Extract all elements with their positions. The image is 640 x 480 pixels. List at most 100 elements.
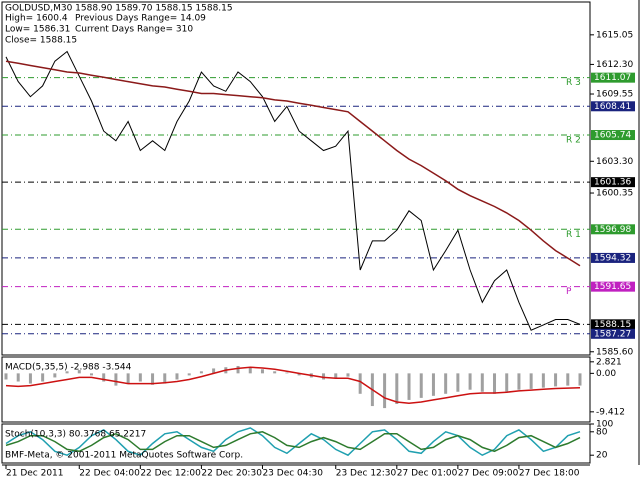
level-tag	[591, 281, 635, 292]
y-tick-label: 2.821	[596, 357, 622, 367]
histogram-bar	[53, 373, 57, 378]
histogram-bar	[505, 373, 509, 392]
histogram-bar	[493, 373, 497, 394]
histogram-bar	[297, 373, 301, 376]
info-text: Close= 1588.15	[5, 36, 77, 46]
histogram-bar	[480, 373, 484, 392]
y-tick-label: 1600.35	[596, 189, 633, 199]
level-label: 1591.65	[594, 282, 631, 292]
histogram-bar	[383, 373, 387, 409]
series-line	[5, 366, 581, 404]
histogram-bar	[151, 373, 155, 385]
histogram-bar	[77, 370, 81, 374]
pivot-label: R 1	[566, 230, 581, 240]
level-tag	[591, 101, 635, 112]
histogram-bar	[566, 373, 570, 386]
level-label: 1608.41	[594, 102, 631, 112]
x-tick-label: 27 Dec 18:00	[519, 469, 580, 479]
level-label: 1594.32	[594, 253, 631, 263]
series-line	[5, 50, 581, 331]
info-text: Previous Days Range= 14.09	[75, 14, 206, 24]
y-tick-label: 1603.30	[596, 157, 633, 167]
pivot-label: R 3	[566, 78, 581, 88]
indicator-title: Stoch(10,3,3) 80.3768 65.2217	[5, 430, 146, 440]
x-tick-label: 27 Dec 01:00	[397, 469, 458, 479]
level-label: 1601.36	[594, 178, 631, 188]
histogram-bar	[260, 369, 264, 374]
pivot-label: P	[566, 287, 572, 297]
x-tick-label: 27 Dec 09:00	[458, 469, 519, 479]
histogram-bar	[175, 373, 179, 380]
histogram-bar	[517, 373, 521, 390]
histogram-bar	[16, 373, 20, 382]
histogram-bar	[444, 373, 448, 394]
histogram-bar	[578, 373, 582, 386]
histogram-bar	[468, 373, 472, 390]
y-tick-label: 1609.55	[596, 90, 633, 100]
info-text: Current Days Range= 310	[75, 25, 193, 35]
level-tag	[591, 319, 635, 330]
histogram-bar	[187, 373, 191, 376]
series-line	[5, 431, 581, 453]
histogram-bar	[431, 373, 435, 396]
y-tick-label: 80	[596, 427, 608, 437]
histogram-bar	[395, 373, 399, 405]
level-tag	[591, 177, 635, 188]
y-tick-label: 20	[596, 451, 608, 461]
histogram-bar	[4, 373, 8, 380]
histogram-bar	[407, 373, 411, 400]
level-label: 1596.98	[594, 225, 631, 235]
y-tick-label: -9.412	[596, 407, 625, 417]
y-tick-label: 1612.30	[596, 60, 633, 70]
histogram-bar	[41, 373, 45, 382]
x-tick-label: 22 Dec 04:00	[79, 469, 140, 479]
histogram-bar	[65, 371, 69, 374]
level-tag	[591, 328, 635, 339]
histogram-bar	[248, 367, 252, 374]
level-tag	[591, 72, 635, 83]
series-line	[5, 60, 581, 267]
histogram-bar	[212, 368, 216, 374]
histogram-bar	[346, 373, 350, 377]
y-tick-label: 100	[596, 420, 613, 430]
histogram-bar	[358, 373, 362, 394]
level-label: 1605.74	[594, 131, 631, 141]
x-tick-label: 23 Dec 04:30	[262, 469, 323, 479]
histogram-bar	[554, 373, 558, 387]
footer: BMF-Meta, © 2001-2011 MetaQuotes Softwar…	[5, 451, 243, 461]
info-text: High= 1600.4	[5, 14, 68, 24]
histogram-bar	[28, 373, 32, 384]
info-text: Low= 1586.31	[5, 25, 70, 35]
level-tag	[591, 252, 635, 263]
histogram-bar	[89, 373, 93, 376]
histogram-bar	[138, 373, 142, 382]
y-tick-label: 0.00	[596, 369, 616, 379]
histogram-bar	[163, 373, 167, 384]
chart-title: GOLDUSD,M30 1588.90 1589.70 1588.15 1588…	[5, 4, 233, 14]
histogram-bar	[126, 373, 130, 384]
histogram-bar	[541, 373, 545, 388]
histogram-bar	[322, 373, 326, 380]
level-tag	[591, 130, 635, 141]
histogram-bar	[285, 372, 289, 374]
series-line	[5, 427, 581, 457]
x-tick-label: 22 Dec 12:00	[140, 469, 201, 479]
indicator-title: MACD(5,35,5) -2.988 -3.544	[5, 363, 132, 373]
panel-frame	[1, 1, 591, 356]
level-label: 1588.15	[594, 320, 631, 330]
x-tick-label: 23 Dec 12:30	[336, 469, 397, 479]
x-tick-label: 22 Dec 20:30	[201, 469, 262, 479]
y-tick-label: 1615.05	[596, 30, 633, 40]
level-tag	[591, 224, 635, 235]
histogram-bar	[114, 373, 118, 386]
x-tick-label: 21 Dec 2011	[6, 469, 64, 479]
histogram-bar	[199, 371, 203, 374]
histogram-bar	[334, 373, 338, 379]
level-label: 1587.27	[594, 329, 631, 339]
histogram-bar	[456, 373, 460, 392]
level-label: 1611.07	[594, 73, 631, 83]
panel-frame	[1, 423, 591, 464]
panel-frame	[1, 356, 591, 423]
